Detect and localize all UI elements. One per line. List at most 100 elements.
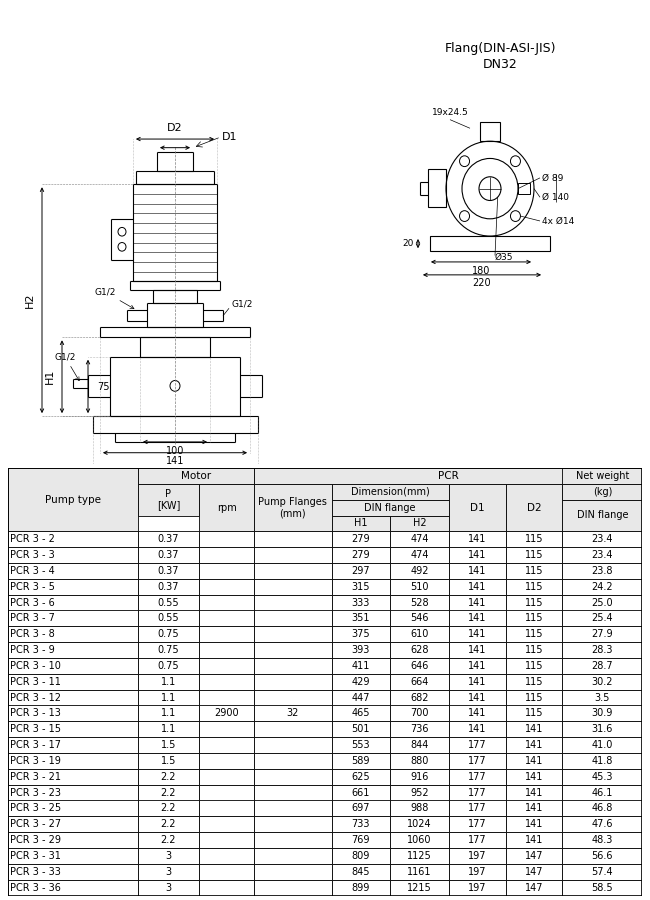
Bar (562, 800, 642, 816)
Bar (448, 484, 506, 531)
Text: Ø35: Ø35 (495, 253, 514, 262)
Bar (254, 785, 332, 800)
Text: Flang(DIN-ASI-JIS): Flang(DIN-ASI-JIS) (444, 42, 556, 55)
Bar (199, 484, 254, 531)
Text: 250: 250 (166, 469, 185, 480)
Text: 141: 141 (525, 835, 543, 845)
Bar (506, 800, 562, 816)
Text: 0.37: 0.37 (158, 581, 179, 592)
Bar (199, 721, 254, 737)
Bar (138, 626, 199, 643)
Text: 41.0: 41.0 (592, 740, 613, 750)
Text: 553: 553 (352, 740, 370, 750)
Text: 916: 916 (410, 772, 428, 782)
Bar (506, 753, 562, 769)
Text: PCR 3 - 10: PCR 3 - 10 (10, 661, 61, 670)
Bar (506, 689, 562, 706)
Text: 492: 492 (410, 566, 428, 576)
Text: 141: 141 (468, 677, 486, 687)
Text: 0.55: 0.55 (157, 598, 179, 608)
Bar (506, 484, 562, 531)
Text: 177: 177 (468, 740, 486, 750)
Bar (506, 531, 562, 547)
Bar (332, 674, 390, 689)
Bar (448, 737, 506, 753)
Text: 625: 625 (352, 772, 370, 782)
Bar (506, 848, 562, 864)
Bar (199, 658, 254, 674)
Bar (138, 800, 199, 816)
Text: PCR 3 - 8: PCR 3 - 8 (10, 629, 55, 639)
Text: 3: 3 (165, 867, 172, 877)
Bar (199, 547, 254, 563)
Bar (506, 785, 562, 800)
Text: 2.2: 2.2 (161, 772, 176, 782)
Text: PCR 3 - 33: PCR 3 - 33 (10, 867, 61, 877)
Bar (506, 643, 562, 658)
Bar (448, 769, 506, 785)
Text: 2900: 2900 (214, 708, 239, 718)
Text: PCR 3 - 5: PCR 3 - 5 (10, 581, 55, 592)
Bar (138, 595, 199, 610)
Text: 48.3: 48.3 (592, 835, 613, 845)
Text: 115: 115 (525, 629, 543, 639)
Text: D2: D2 (526, 502, 541, 513)
Bar (562, 721, 642, 737)
Text: (kg): (kg) (593, 487, 612, 497)
Bar (138, 579, 199, 595)
Text: 1.5: 1.5 (161, 756, 176, 766)
Bar (480, 122, 500, 141)
Bar (254, 816, 332, 833)
Bar (448, 753, 506, 769)
Text: 177: 177 (468, 788, 486, 797)
Text: PCR 3 - 15: PCR 3 - 15 (10, 724, 61, 734)
Bar (390, 832, 448, 848)
Bar (448, 721, 506, 737)
Bar (332, 563, 390, 579)
Bar (562, 658, 642, 674)
Bar (8, 753, 138, 769)
Bar (430, 236, 550, 251)
Bar (506, 579, 562, 595)
Bar (506, 706, 562, 721)
Bar (254, 879, 332, 896)
Bar (390, 800, 448, 816)
Bar (199, 753, 254, 769)
Bar (390, 848, 448, 864)
Text: 465: 465 (352, 708, 370, 718)
Text: PCR: PCR (438, 471, 459, 481)
Bar (8, 643, 138, 658)
Text: 952: 952 (410, 788, 428, 797)
Text: 769: 769 (352, 835, 370, 845)
Text: 141: 141 (468, 566, 486, 576)
Text: D1: D1 (222, 132, 237, 142)
Bar (8, 547, 138, 563)
Text: 141: 141 (468, 535, 486, 544)
Bar (199, 816, 254, 833)
Bar (332, 579, 390, 595)
Text: 115: 115 (525, 550, 543, 560)
Text: 589: 589 (352, 756, 370, 766)
Text: 141: 141 (468, 661, 486, 670)
Bar (8, 563, 138, 579)
Bar (254, 563, 332, 579)
Bar (562, 643, 642, 658)
Bar (138, 769, 199, 785)
Bar (8, 531, 138, 547)
Bar (332, 689, 390, 706)
Bar (506, 832, 562, 848)
Bar (8, 610, 138, 626)
Text: 2.2: 2.2 (161, 788, 176, 797)
Bar (8, 800, 138, 816)
Text: 115: 115 (525, 661, 543, 670)
Bar (390, 706, 448, 721)
Bar (448, 579, 506, 595)
Bar (254, 658, 332, 674)
Text: 1.1: 1.1 (161, 693, 176, 703)
Bar (562, 769, 642, 785)
Bar (506, 547, 562, 563)
Text: 141: 141 (468, 550, 486, 560)
Text: 141: 141 (525, 740, 543, 750)
Text: 1.1: 1.1 (161, 677, 176, 687)
Bar (332, 484, 448, 500)
